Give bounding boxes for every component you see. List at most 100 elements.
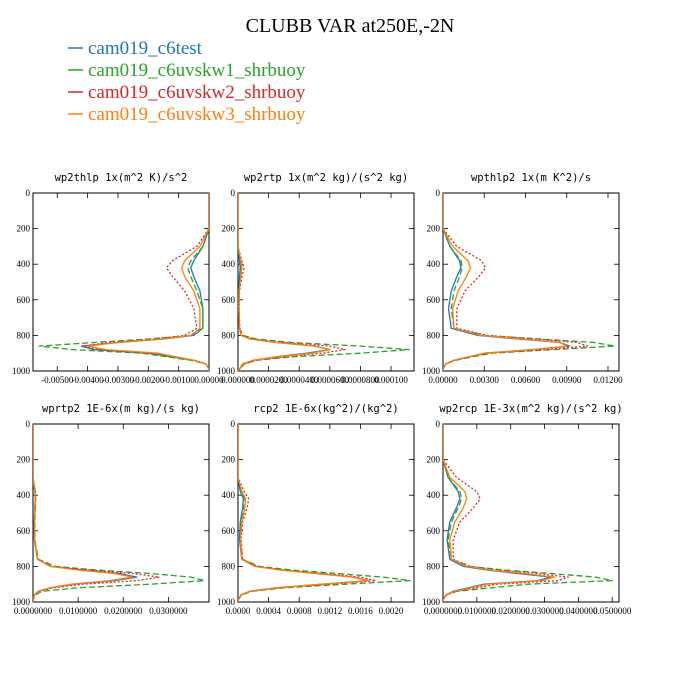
x-tick-label: 0.0012: [317, 606, 342, 616]
x-tick-label: 0.00600: [511, 375, 541, 385]
x-tick-label: 0.0500000: [593, 606, 632, 616]
legend-label: cam019_c6uvskw1_shrbuoy: [88, 60, 306, 81]
x-tick-label: 0.0000: [226, 606, 251, 616]
x-tick-label: 0.00900: [552, 375, 582, 385]
y-tick-label: 200: [427, 224, 441, 234]
x-tick-label: 0.0000200: [249, 375, 288, 385]
panel-title: wp2thlp 1x(m^2 K)/s^2: [55, 172, 188, 184]
chart-panel: wprtp2 1E-6x(m kg)/(s kg) 0 200 400 600 800 10…: [12, 403, 210, 616]
figure-title: CLUBB VAR at250E,-2N: [246, 15, 455, 37]
x-tick-label: 0.0020: [379, 606, 404, 616]
series-line: [86, 193, 209, 371]
legend-label: cam019_c6uvskw2_shrbuoy: [88, 82, 306, 103]
x-tick-label: 0.0300000: [149, 606, 188, 616]
legend-label: cam019_c6uvskw3_shrbuoy: [88, 104, 306, 125]
series-line: [33, 424, 161, 602]
x-tick-label: 0.0400000: [559, 606, 598, 616]
y-tick-label: 800: [17, 561, 31, 571]
y-tick-label: 400: [427, 259, 441, 269]
y-tick-label: 600: [222, 526, 236, 536]
panel-title: rcp2 1E-6x(kg^2)/(kg^2): [253, 403, 398, 415]
series-group: [443, 424, 613, 602]
y-tick-label: 400: [17, 259, 31, 269]
legend-item: cam019_c6test: [68, 38, 203, 59]
panel-title: wp2rtp 1x(m^2 kg)/(s^2 kg): [244, 172, 408, 184]
x-tick-label: 0.0100000: [59, 606, 98, 616]
panel-title: wprtp2 1E-6x(m kg)/(s kg): [42, 403, 200, 415]
y-tick-label: 0: [436, 188, 441, 198]
plot-frame: [237, 423, 415, 603]
x-tick-label: 0.0016: [348, 606, 373, 616]
series-line: [33, 424, 133, 602]
series-line: [38, 193, 209, 371]
x-tick-label: 0.01200: [593, 375, 623, 385]
series-line: [238, 193, 411, 371]
y-tick-label: 800: [427, 561, 441, 571]
y-tick-label: 400: [17, 490, 31, 500]
series-group: [33, 424, 206, 602]
x-tick-label: -0.00500: [41, 375, 74, 385]
series-line: [80, 193, 209, 371]
y-tick-label: 800: [17, 330, 31, 340]
series-line: [443, 424, 569, 602]
x-tick-label: 0.0000000: [424, 606, 463, 616]
x-tick-label: 0.000000: [221, 375, 255, 385]
x-tick-label: 0.0000800: [341, 375, 380, 385]
series-line: [238, 424, 411, 602]
plot-frame: [32, 192, 210, 372]
y-tick-label: 1000: [12, 366, 31, 376]
y-tick-label: 600: [17, 295, 31, 305]
x-tick-label: 0.000100: [374, 375, 408, 385]
y-tick-label: 400: [427, 490, 441, 500]
series-line: [238, 424, 369, 602]
chart-panel: wp2thlp 1x(m^2 K)/s^2 0 200 400 600 800 1000 -0…: [12, 172, 224, 385]
legend-label: cam019_c6test: [88, 38, 203, 59]
series-line: [238, 424, 377, 602]
legend-item: cam019_c6uvskw2_shrbuoy: [68, 82, 306, 103]
series-line: [33, 424, 206, 602]
legend-item: cam019_c6uvskw3_shrbuoy: [68, 104, 306, 125]
y-tick-label: 0: [231, 419, 236, 429]
series-line: [443, 424, 556, 602]
series-line: [443, 193, 616, 371]
panels: wp2thlp 1x(m^2 K)/s^2 0 200 400 600 800 1000 -0…: [12, 172, 632, 616]
y-tick-label: 200: [222, 224, 236, 234]
series-line: [238, 424, 369, 602]
legend: cam019_c6testcam019_c6uvskw1_shrbuoycam0…: [68, 38, 306, 125]
series-group: [238, 424, 411, 602]
y-tick-label: 600: [17, 526, 31, 536]
y-tick-label: 0: [231, 188, 236, 198]
x-tick-label: 0.0200000: [104, 606, 143, 616]
panel-title: wp2rcp 1E-3x(m^2 kg)/(s^2 kg): [439, 403, 622, 415]
chart-panel: wpthlp2 1x(m K^2)/s020040060080010000.00…: [422, 172, 623, 385]
y-tick-label: 200: [222, 455, 236, 465]
x-tick-label: 0.0000600: [311, 375, 350, 385]
series-group: [238, 193, 411, 371]
chart-panel: wp2rcp 1E-3x(m^2 kg)/(s^2 kg) 0 200 400 600 8…: [422, 403, 632, 616]
x-tick-label: -0.00200: [132, 375, 165, 385]
y-tick-label: 0: [26, 188, 31, 198]
x-tick-label: 0.0100000: [458, 606, 497, 616]
y-tick-label: 200: [17, 224, 31, 234]
y-tick-label: 0: [436, 419, 441, 429]
y-tick-label: 1000: [217, 597, 236, 607]
x-tick-label: 0.00000: [194, 375, 224, 385]
x-tick-label: 0.0000400: [280, 375, 319, 385]
x-tick-label: 0.0004: [256, 606, 281, 616]
y-tick-label: 1000: [422, 597, 441, 607]
x-tick-label: 0.0200000: [492, 606, 531, 616]
y-tick-label: 800: [222, 330, 236, 340]
chart-panel: wp2rtp 1x(m^2 kg)/(s^2 kg) 0 200 400 600 800 1…: [217, 172, 415, 385]
y-tick-label: 800: [427, 330, 441, 340]
y-tick-label: 800: [222, 561, 236, 571]
x-tick-label: -0.00400: [71, 375, 104, 385]
y-tick-label: 600: [427, 295, 441, 305]
y-tick-label: 1000: [12, 597, 31, 607]
series-line: [443, 193, 568, 371]
series-line: [238, 193, 331, 371]
plot-frame: [442, 192, 620, 372]
x-tick-label: 0.0000000: [14, 606, 53, 616]
x-tick-label: 0.0008: [287, 606, 312, 616]
x-tick-label: -0.00300: [102, 375, 135, 385]
y-tick-label: 400: [222, 259, 236, 269]
